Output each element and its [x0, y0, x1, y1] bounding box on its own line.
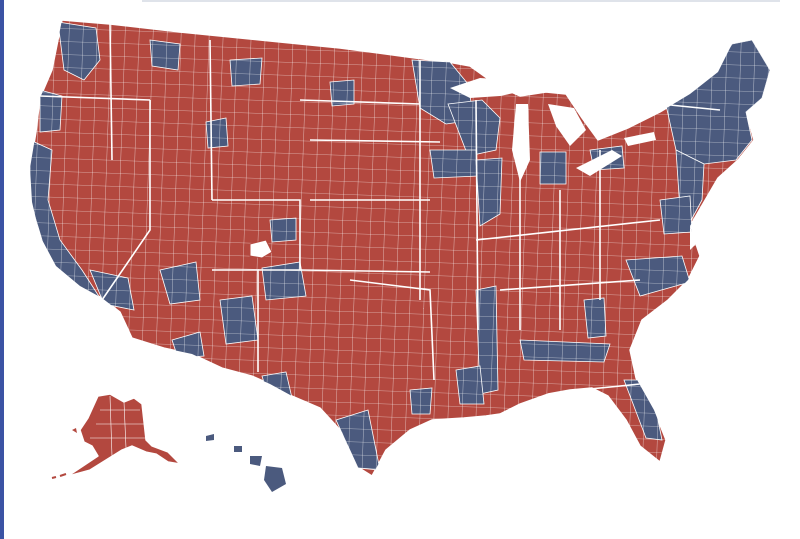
aleutian-islands: [51, 473, 67, 479]
hawaii-kauai: [206, 434, 214, 441]
frame-left-border: [0, 0, 4, 539]
lake-michigan: [512, 104, 530, 182]
alaska-grid: [90, 395, 146, 457]
alaska-island-dot: [72, 428, 77, 433]
hawaii-big-island: [264, 466, 286, 492]
chesapeake-bay: [690, 226, 696, 250]
alaska-land: [67, 393, 181, 477]
lake-huron: [548, 104, 586, 146]
frame-top-border: [142, 0, 780, 2]
hawaii-maui: [250, 456, 262, 466]
lake-ontario: [624, 132, 656, 146]
hawaii-oahu: [234, 446, 242, 452]
state-borders: [39, 23, 721, 391]
hawaii: [206, 434, 286, 492]
county-no-data: [249, 239, 273, 259]
alaska: [51, 393, 181, 479]
great-lakes: [450, 78, 656, 182]
lake-erie: [576, 150, 622, 176]
lake-superior: [450, 78, 528, 98]
